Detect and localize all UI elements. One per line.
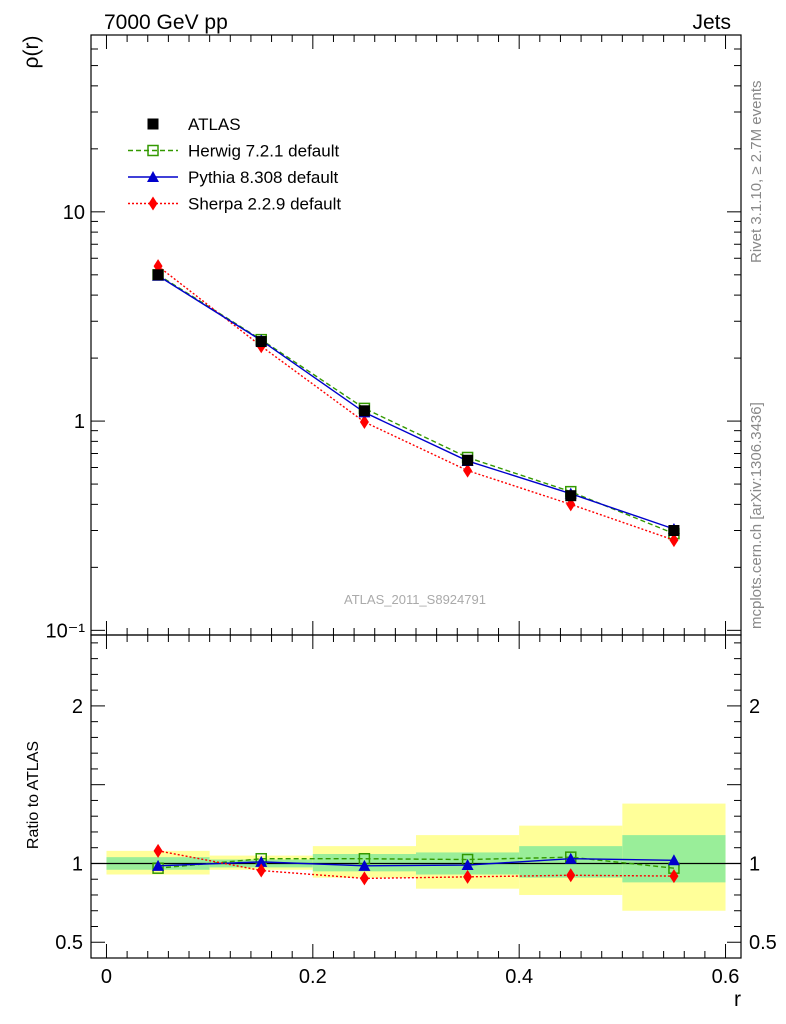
ratio-point-pythia (358, 859, 371, 871)
legend-marker-sherpa (148, 196, 158, 211)
main-ytick-label: 1 (74, 411, 85, 433)
ratio-line-pythia (158, 858, 674, 867)
legend-marker-pythia (147, 171, 159, 182)
ratio-line-herwig (157, 856, 675, 869)
ratio-point-sherpa (566, 868, 576, 883)
ratio-series-group (152, 843, 680, 886)
main-ytick-label: 10⁻¹ (46, 620, 86, 642)
point-atlas (152, 269, 164, 281)
main-series-group (152, 259, 680, 548)
ratio-xtick-label: 0 (101, 966, 112, 988)
ratio-ytick-label-right: 0.5 (749, 932, 777, 954)
mcplots-label: mcplots.cern.ch [arXiv:1306.3436] (748, 402, 765, 629)
point-atlas (565, 490, 577, 502)
ratio-line-sherpa (157, 850, 674, 880)
ratio-point-pythia (461, 859, 474, 871)
series-line-pythia (157, 275, 675, 530)
ratio-point-pythia (255, 855, 268, 867)
legend: ATLAS Herwig 7.2.1 default Pythia 8.308 de… (128, 115, 341, 214)
ratio-ytick-label: 1 (72, 853, 83, 875)
ratio-ytick-label: 2 (72, 696, 83, 718)
ratio-point-pythia (564, 852, 577, 864)
legend-label-sherpa: Sherpa 2.2.9 default (188, 195, 341, 214)
point-sherpa (463, 463, 473, 478)
ratio-xlabel: r (734, 988, 741, 1011)
header-right: Jets (692, 11, 731, 34)
point-sherpa (669, 533, 679, 548)
point-atlas (255, 336, 267, 348)
ratio-ytick-label: 0.5 (55, 932, 83, 954)
legend-label-pythia: Pythia 8.308 default (188, 168, 339, 187)
point-sherpa (359, 415, 369, 430)
ratio-ytick-label-right: 1 (749, 853, 760, 875)
ratio-point-pythia (667, 854, 680, 866)
ratio-point-pythia (152, 859, 165, 871)
ratio-point-sherpa (669, 869, 679, 884)
legend-marker-atlas (147, 118, 159, 130)
ratio-point-sherpa (256, 863, 266, 878)
ratio-xtick-label: 0.4 (505, 966, 533, 988)
header-left: 7000 GeV pp (104, 11, 228, 34)
analysis-watermark: ATLAS_2011_S8924791 (344, 592, 486, 607)
legend-label-atlas: ATLAS (188, 115, 241, 134)
main-ytick-label: 10 (63, 202, 85, 224)
point-atlas (358, 405, 370, 417)
ratio-xtick-label: 0.2 (299, 966, 327, 988)
ratio-ylabel: Ratio to ATLAS (25, 741, 42, 849)
point-atlas (668, 525, 680, 537)
ratio-point-sherpa (463, 869, 473, 884)
ratio-point-sherpa (153, 843, 163, 858)
legend-label-herwig: Herwig 7.2.1 default (188, 142, 339, 161)
ratio-point-sherpa (359, 871, 369, 886)
main-ylabel: ρ(r) (20, 36, 43, 69)
ratio-uncertainty-bands (106, 803, 726, 911)
series-line-sherpa (157, 265, 675, 541)
ratio-ytick-label-right: 2 (749, 696, 760, 718)
rivet-label: Rivet 3.1.10, ≥ 2.7M events (748, 81, 765, 264)
ratio-xtick-label: 0.6 (712, 966, 740, 988)
legend-marker-herwig (147, 144, 159, 157)
series-line-herwig (157, 274, 675, 535)
point-atlas (462, 454, 474, 466)
